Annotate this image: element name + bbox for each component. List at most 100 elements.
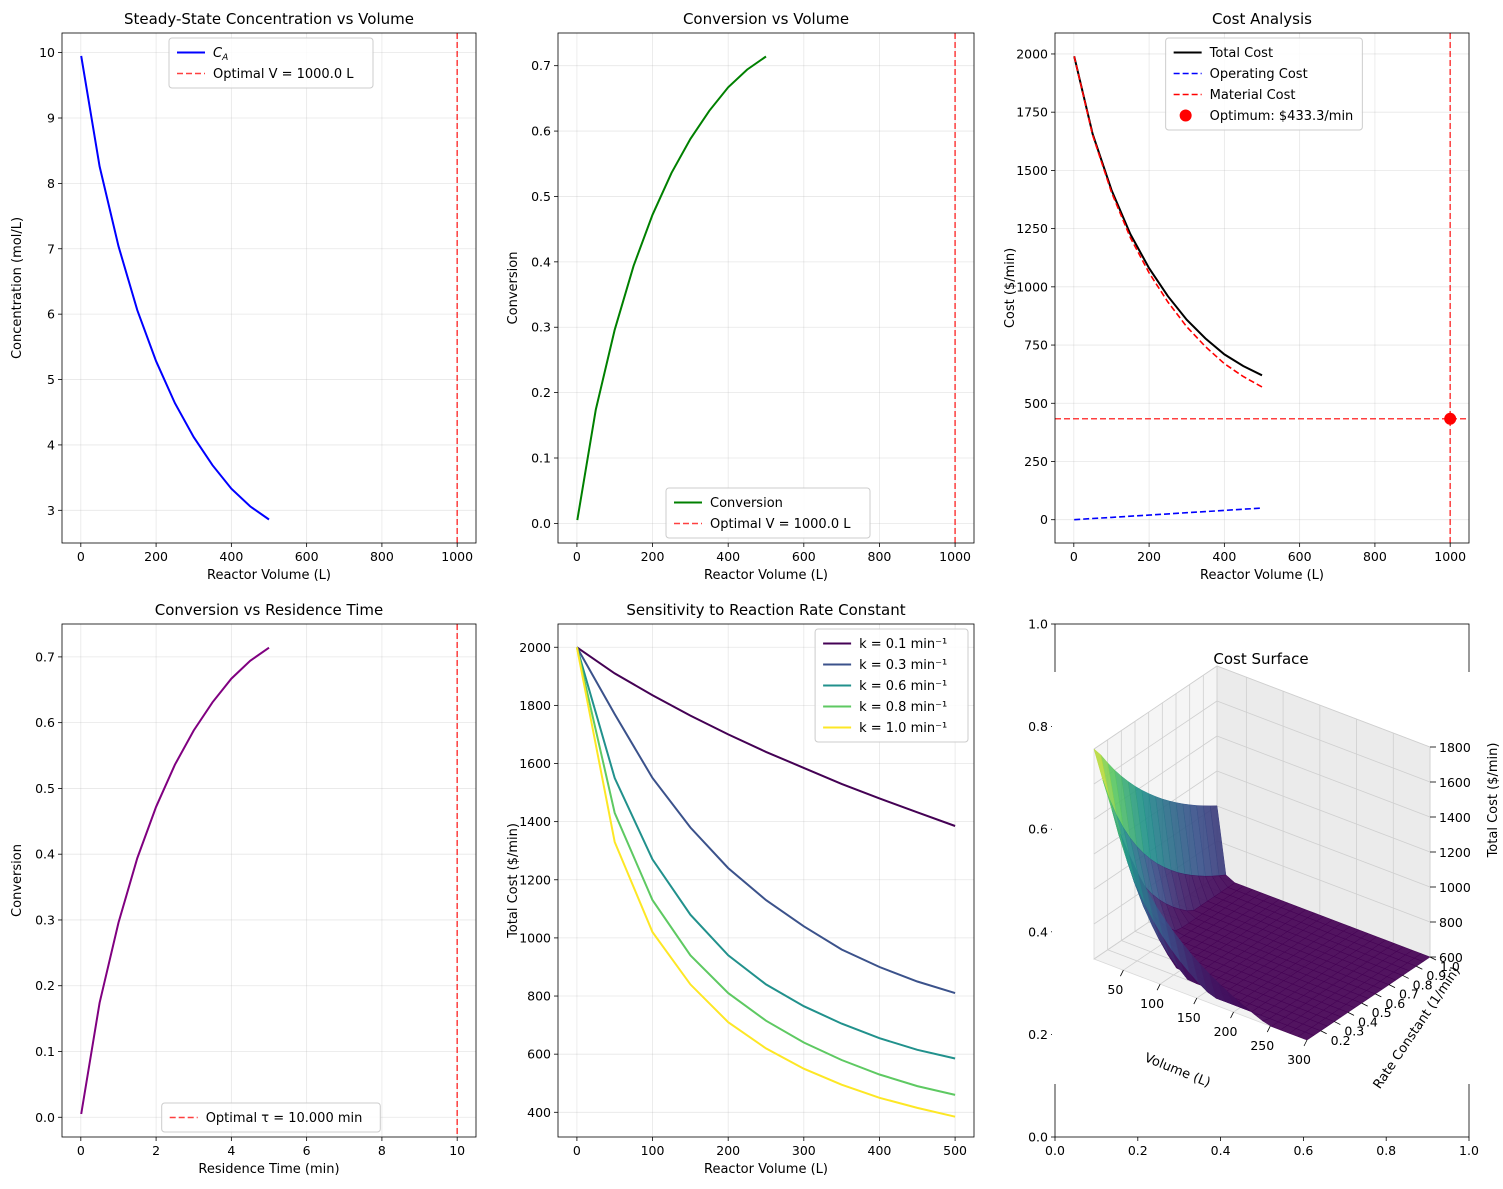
legend-label: k = 0.8 min⁻¹ [859, 700, 947, 715]
x-tick-label: 200 [716, 1143, 740, 1158]
z3d-tick-label: 1600 [1439, 775, 1471, 790]
x-axis-label: Reactor Volume (L) [207, 568, 331, 583]
y3d-tick [1388, 984, 1396, 989]
y-tick-label: 0.1 [35, 1044, 55, 1059]
x-tick-label: 0 [77, 1143, 85, 1158]
y-axis-label: Cost ($/min) [1003, 248, 1018, 328]
y-tick-label: 0.2 [35, 978, 55, 993]
y-tick-label: 0 [1040, 512, 1048, 527]
chart-title: Cost Analysis [1212, 10, 1312, 28]
x3d-tick [1266, 1025, 1271, 1033]
x3d-tick-label: 250 [1250, 1038, 1274, 1053]
y-tick-label: 600 [527, 1047, 551, 1062]
y3d-tick-label: 0.4 [1358, 1014, 1378, 1029]
y3d-tick-label: 0.8 [1413, 977, 1433, 992]
x-tick-label: 200 [144, 549, 168, 564]
plot-area [576, 33, 956, 543]
y3d-tick [1361, 1002, 1368, 1007]
outer-y-tick-label: 0.6 [1028, 822, 1048, 837]
y-tick-label: 750 [1024, 338, 1048, 353]
x-tick-label: 4 [227, 1143, 235, 1158]
legend: Optimal τ = 10.000 min [161, 1102, 381, 1133]
series-line-3 [575, 647, 956, 1060]
series-line-5 [575, 647, 956, 1118]
legend: Total Cost Operating Cost Material Cost Opt… [1165, 37, 1363, 131]
grid3d [1093, 665, 1218, 750]
y-axis-label: Concentration (mol/L) [10, 217, 25, 359]
legend-label: k = 0.3 min⁻¹ [859, 658, 947, 673]
outer-y-tick-label: 1.0 [1028, 617, 1048, 632]
x-axis-label: Reactor Volume (L) [704, 1162, 828, 1177]
legend-label: Optimal V = 1000.0 L [710, 517, 851, 532]
y3d-tick [1429, 956, 1437, 961]
optimum-point [1444, 412, 1457, 425]
surface-patch [1297, 1031, 1315, 1041]
z3d-tick-label: 1000 [1439, 880, 1471, 895]
x-tick-label: 0 [77, 549, 85, 564]
chart-title: Sensitivity to Reaction Rate Constant [626, 601, 905, 619]
y-tick-label: 1750 [1016, 105, 1048, 120]
x-tick-label: 500 [943, 1143, 967, 1158]
y-tick-label: 5 [47, 372, 55, 387]
panel-4: 0 2 4 6 8 10 0.0 0.1 0.2 0.3 0.4 0.5 0.6 0.7 Conversio… [10, 601, 477, 1177]
x-tick-label: 200 [641, 549, 665, 564]
chart-title: Steady-State Concentration vs Volume [124, 10, 414, 28]
y-axis-label: Conversion [506, 252, 521, 325]
y-tick-label: 1800 [519, 698, 551, 713]
y-tick-label: 1500 [1016, 163, 1048, 178]
plot-area [80, 624, 458, 1137]
y-tick-label: 1600 [519, 756, 551, 771]
y-tick-label: 0.3 [35, 912, 55, 927]
y-tick-label: 1200 [519, 872, 551, 887]
legend-label: Optimal τ = 10.000 min [206, 1111, 363, 1126]
y-tick-label: 0.5 [531, 189, 551, 204]
legend-box [168, 37, 374, 89]
outer-x-tick-label: 0.6 [1293, 1143, 1313, 1158]
plot-area [80, 33, 458, 543]
legend: CA Optimal V = 1000.0 L [168, 37, 374, 89]
legend-label: Total Cost [1209, 46, 1273, 61]
x-tick-label: 6 [303, 1143, 311, 1158]
y-tick-label: 1000 [1016, 279, 1048, 294]
x-tick-label: 200 [1137, 549, 1161, 564]
cost-surface [1093, 748, 1431, 1041]
legend-label: Optimal V = 1000.0 L [213, 67, 354, 82]
series-line-4 [575, 647, 956, 1096]
x-axis-label: Reactor Volume (L) [704, 568, 828, 583]
y-tick-label: 2000 [519, 640, 551, 655]
y-tick-label: 2000 [1016, 46, 1048, 61]
grid3d [1216, 665, 1431, 748]
series-line-1 [576, 55, 767, 521]
axes-frame [61, 623, 477, 1138]
legend-label-sub: A [221, 53, 228, 63]
x-tick-label: 400 [868, 1143, 892, 1158]
x-tick-label: 800 [1363, 549, 1387, 564]
y3d-tick-label: 0.3 [1344, 1024, 1364, 1039]
x-tick-label: 600 [1288, 549, 1312, 564]
y3d-tick [1402, 975, 1409, 979]
y-tick-label: 9 [47, 111, 55, 126]
y-axis-label: Conversion [10, 844, 25, 917]
legend-label: CA [213, 46, 228, 63]
y3d-tick-label: 0.7 [1399, 987, 1419, 1002]
z3d-tick-label: 1800 [1439, 740, 1471, 755]
grid3d [1216, 735, 1431, 818]
y-tick-label: 0.5 [35, 781, 55, 796]
y-tick-label: 0.7 [531, 58, 551, 73]
y-tick-label: 0.0 [35, 1110, 55, 1125]
outer-x-tick-label: 1.0 [1459, 1143, 1479, 1158]
y-axis-label: Total Cost ($/min) [506, 823, 521, 939]
y3d-tick-label: 0.6 [1385, 996, 1405, 1011]
x-tick-label: 0 [573, 1143, 581, 1158]
x-tick-label: 8 [378, 1143, 386, 1158]
legend-label: Material Cost [1210, 88, 1296, 103]
x-tick-label: 600 [295, 549, 319, 564]
x-tick-label: 600 [792, 549, 816, 564]
x3d-tick-label: 50 [1107, 982, 1123, 997]
x-tick-label: 0 [573, 549, 581, 564]
legend-label: Conversion [710, 496, 783, 511]
chart-title: Conversion vs Volume [683, 10, 849, 28]
x-axis-label: Residence Time (min) [198, 1162, 339, 1177]
legend-label: Operating Cost [1210, 67, 1308, 82]
